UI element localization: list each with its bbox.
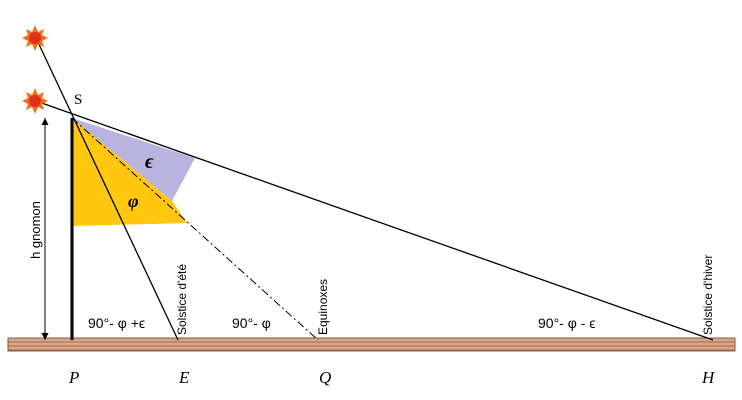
shadow-label: Equinoxes — [316, 279, 330, 335]
point-label: H — [701, 368, 716, 387]
epsilon-region — [72, 118, 195, 201]
gnomon-label: h gnomon — [28, 201, 43, 259]
point-label: S — [74, 92, 82, 108]
angle-text: 90°- φ +ϵ — [88, 315, 145, 331]
point-label: E — [178, 368, 190, 387]
phi-region — [72, 118, 187, 226]
shadow-label: Solstice d'été — [175, 264, 189, 335]
ground — [7, 337, 736, 352]
sun — [22, 25, 48, 51]
summer-ray — [35, 37, 179, 341]
winter-ray — [35, 100, 714, 341]
angle-text: 90°- φ — [232, 315, 271, 331]
sun — [22, 88, 48, 114]
point-label: Q — [319, 368, 331, 387]
shadow-label: Solstice d'hiver — [701, 255, 715, 335]
angle-text: 90°- φ - ϵ — [538, 315, 595, 331]
equinox-ray — [71, 117, 319, 341]
angle-label: ϵ — [145, 151, 154, 173]
point-label: P — [68, 368, 79, 387]
angle-label: φ — [128, 191, 139, 211]
